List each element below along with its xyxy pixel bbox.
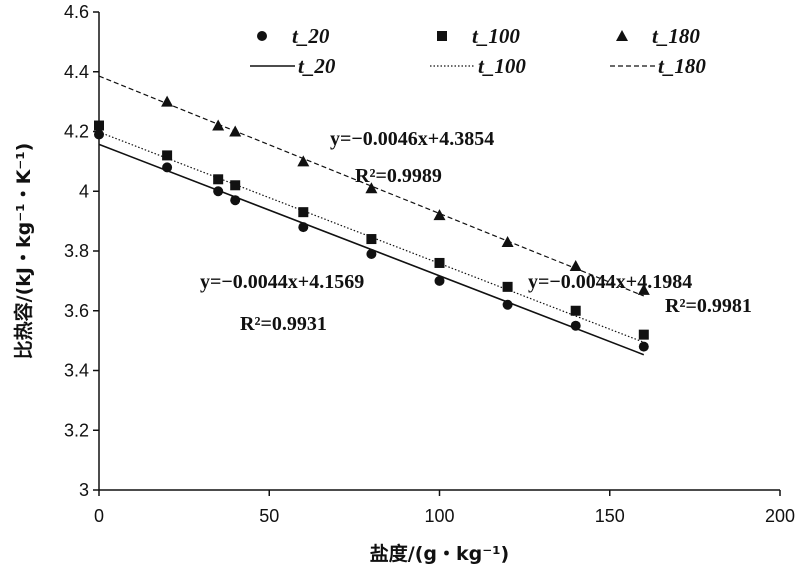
axes: 3 3.2 3.4 3.6 3.8 4 4.2 4.4 4.6 0 50 100 150 200 盐度/(g… bbox=[12, 2, 795, 565]
legend-marker-t180 bbox=[616, 30, 628, 41]
data-point-t20 bbox=[366, 248, 377, 259]
data-point-t20 bbox=[94, 129, 104, 140]
legend-marker-t20 bbox=[257, 31, 267, 41]
legend-fit-label-t20: t_20 bbox=[298, 54, 336, 78]
data-point-t20 bbox=[230, 195, 241, 206]
r2-t180: R²=0.9989 bbox=[355, 165, 442, 187]
equation-t100: y=−0.0044x+4.1984 bbox=[528, 271, 692, 293]
data-point-t100 bbox=[434, 257, 445, 268]
data-point-t20 bbox=[213, 186, 224, 197]
legend-fit-label-t100: t_100 bbox=[478, 54, 526, 78]
data-point-t100 bbox=[162, 150, 173, 161]
data-point-t100 bbox=[638, 329, 649, 340]
legend-marker-t100 bbox=[437, 31, 447, 41]
data-point-t180 bbox=[229, 125, 242, 137]
data-point-t20 bbox=[162, 162, 173, 173]
data-point-t180 bbox=[212, 119, 225, 131]
data-point-t180 bbox=[637, 283, 650, 295]
x-tick-label: 0 bbox=[94, 506, 104, 526]
equation-t180: y=−0.0046x+4.3854 bbox=[330, 128, 494, 150]
legend-label-t20: t_20 bbox=[292, 24, 330, 48]
y-tick-label: 3.2 bbox=[64, 420, 89, 440]
y-tick-label: 3.8 bbox=[64, 241, 89, 261]
data-point-t20 bbox=[434, 275, 445, 286]
x-tick-label: 50 bbox=[259, 506, 279, 526]
data-point-t100 bbox=[94, 120, 104, 131]
y-tick-label: 3.4 bbox=[64, 361, 89, 381]
data-point-t20 bbox=[638, 341, 649, 352]
r2-t20: R²=0.9931 bbox=[240, 313, 327, 335]
x-tick-label: 200 bbox=[765, 506, 795, 526]
x-tick-label: 150 bbox=[595, 506, 625, 526]
data-point-t180 bbox=[161, 95, 174, 107]
data-point-t100 bbox=[570, 305, 581, 316]
x-tick-label: 100 bbox=[424, 506, 454, 526]
data-point-t20 bbox=[570, 320, 581, 331]
y-tick-label: 3.6 bbox=[64, 301, 89, 321]
data-markers bbox=[94, 95, 650, 352]
fit-lines bbox=[98, 75, 645, 356]
y-axis-title: 比热容/(kJ・kg⁻¹・K⁻¹) bbox=[12, 143, 35, 360]
r2-t100: R²=0.9981 bbox=[665, 295, 752, 317]
x-axis-title: 盐度/(g・kg⁻¹) bbox=[370, 542, 510, 565]
y-tick-label: 3 bbox=[79, 480, 89, 500]
data-point-t100 bbox=[502, 281, 513, 292]
equation-t20: y=−0.0044x+4.1569 bbox=[200, 271, 364, 293]
legend-label-t180: t_180 bbox=[652, 24, 700, 48]
legend-fit-label-t180: t_180 bbox=[658, 54, 706, 78]
legend-label-t100: t_100 bbox=[472, 24, 520, 48]
data-point-t20 bbox=[502, 299, 513, 310]
y-tick-label: 4 bbox=[79, 181, 89, 201]
data-point-t180 bbox=[365, 182, 378, 194]
fit-line-t180 bbox=[98, 75, 645, 297]
y-tick-label: 4.4 bbox=[64, 62, 89, 82]
data-point-t100 bbox=[298, 207, 309, 218]
data-point-t100 bbox=[366, 234, 377, 245]
data-point-t180 bbox=[433, 209, 446, 221]
data-point-t180 bbox=[569, 259, 582, 271]
data-point-t100 bbox=[230, 180, 241, 191]
y-tick-label: 4.2 bbox=[64, 122, 89, 142]
y-tick-label: 4.6 bbox=[64, 2, 89, 22]
annotations: y=−0.0044x+4.1569 R²=0.9931 y=−0.0044x+4.1… bbox=[200, 128, 752, 335]
data-point-t20 bbox=[298, 222, 309, 233]
legend: t_20 t_100 t_180 t_20 t_100 t_180 bbox=[250, 24, 706, 78]
data-point-t100 bbox=[213, 174, 224, 185]
data-point-t180 bbox=[501, 236, 514, 248]
data-point-t180 bbox=[297, 155, 310, 167]
